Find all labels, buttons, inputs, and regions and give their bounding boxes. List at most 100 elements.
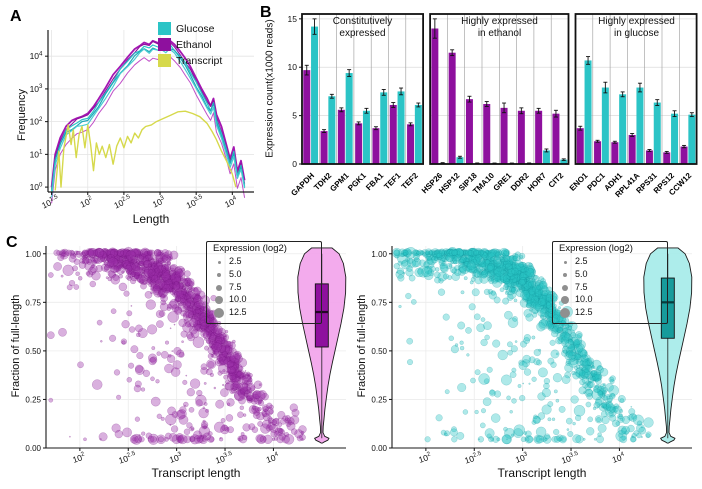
scatter-point [514,274,522,282]
scatter-point [165,257,169,261]
scatter-point [495,253,506,264]
scatter-point [280,418,287,425]
scatter-point [567,343,576,352]
scatter-point [506,438,508,441]
scatter-point [156,413,162,419]
scatter-point [98,251,101,254]
scatter-point [486,252,496,262]
scatter-point [141,279,147,285]
scatter-point [446,262,453,270]
scatter-point [462,409,469,415]
scatter-point [565,360,571,367]
scatter-point [181,301,187,307]
scatter-point [146,276,153,283]
scatter-point [85,271,91,276]
scatter-point [219,437,222,439]
scatter-point [573,353,581,361]
scatter-point [183,428,191,436]
scatter-point [518,252,526,260]
scatter-point [144,276,150,281]
scatter-point [143,269,151,277]
scatter-point [533,292,540,299]
scatter-point [559,332,565,338]
scatter-point [555,337,563,345]
scatter-point [468,256,476,264]
scatter-point [136,352,144,360]
scatter-point [158,436,165,443]
scatter-point [469,255,480,266]
scatter-point [84,248,95,258]
scatter-point [198,323,208,333]
scatter-point [565,346,576,357]
scatter-point [145,252,150,257]
scatter-point [456,431,465,440]
scatter-point [106,256,109,259]
scatter-point [186,388,195,397]
scatter-point [565,332,569,336]
scatter-point [414,267,424,278]
scatter-point [123,290,130,297]
scatter-point [186,278,195,286]
scatter-point [106,250,111,255]
scatter-point [441,248,451,258]
scatter-point [180,297,186,303]
scatter-point [557,323,564,330]
scatter-point [171,278,179,286]
scatter-point [515,288,525,298]
bar-glucose-ADH1 [619,94,627,164]
scatter-point [465,265,468,268]
scatter-point [114,262,122,271]
scatter-point [180,309,187,317]
scatter-point [116,250,124,259]
scatter-point [159,302,169,312]
scatter-point [475,251,479,255]
scatter-point [276,435,285,444]
scatter-point [132,259,136,263]
scatter-point [121,340,126,345]
scatter-point [186,297,192,303]
scatter-point [463,250,469,256]
scatter-point [212,345,221,354]
scatter-point [575,414,582,422]
scatter-point [584,362,588,366]
panel-a-label: A [10,8,22,25]
scatter-point [506,271,515,280]
scatter-point [534,292,539,298]
scatter-point [574,353,581,360]
scatter-point [549,323,556,331]
scatter-point [229,365,234,370]
scatter-point [153,284,159,289]
scatter-point [520,290,531,300]
scatter-point [533,416,541,424]
scatter-point [100,251,105,255]
scatter-point [494,275,502,283]
scatter-point [585,364,593,372]
scatter-point [458,254,467,264]
scatter-point [605,383,614,392]
scatter-point [510,268,514,272]
scatter-point [116,394,122,400]
scatter-point [430,250,435,255]
scatter-point [562,327,569,334]
legend-item-ethanol: Ethanol [158,38,222,51]
scatter-point [518,261,524,268]
scatter-point [568,355,579,366]
scatter-point [127,257,133,263]
scatter-point [130,257,138,265]
scatter-point [240,432,245,436]
scatter-point [239,374,244,379]
scatter-point [540,298,550,309]
scatter-point [567,349,573,355]
scatter-point [278,427,284,434]
scatter-point [535,291,541,296]
size-dot-icon [562,284,568,291]
scatter-point [547,357,555,365]
scatter-point [207,328,211,332]
scatter-point [230,382,239,391]
scatter-point [112,254,118,260]
scatter-point [528,291,535,298]
scatter-point [69,435,71,438]
scatter-point [196,389,203,397]
scatter-point [233,374,241,382]
scatter-point [480,250,486,256]
